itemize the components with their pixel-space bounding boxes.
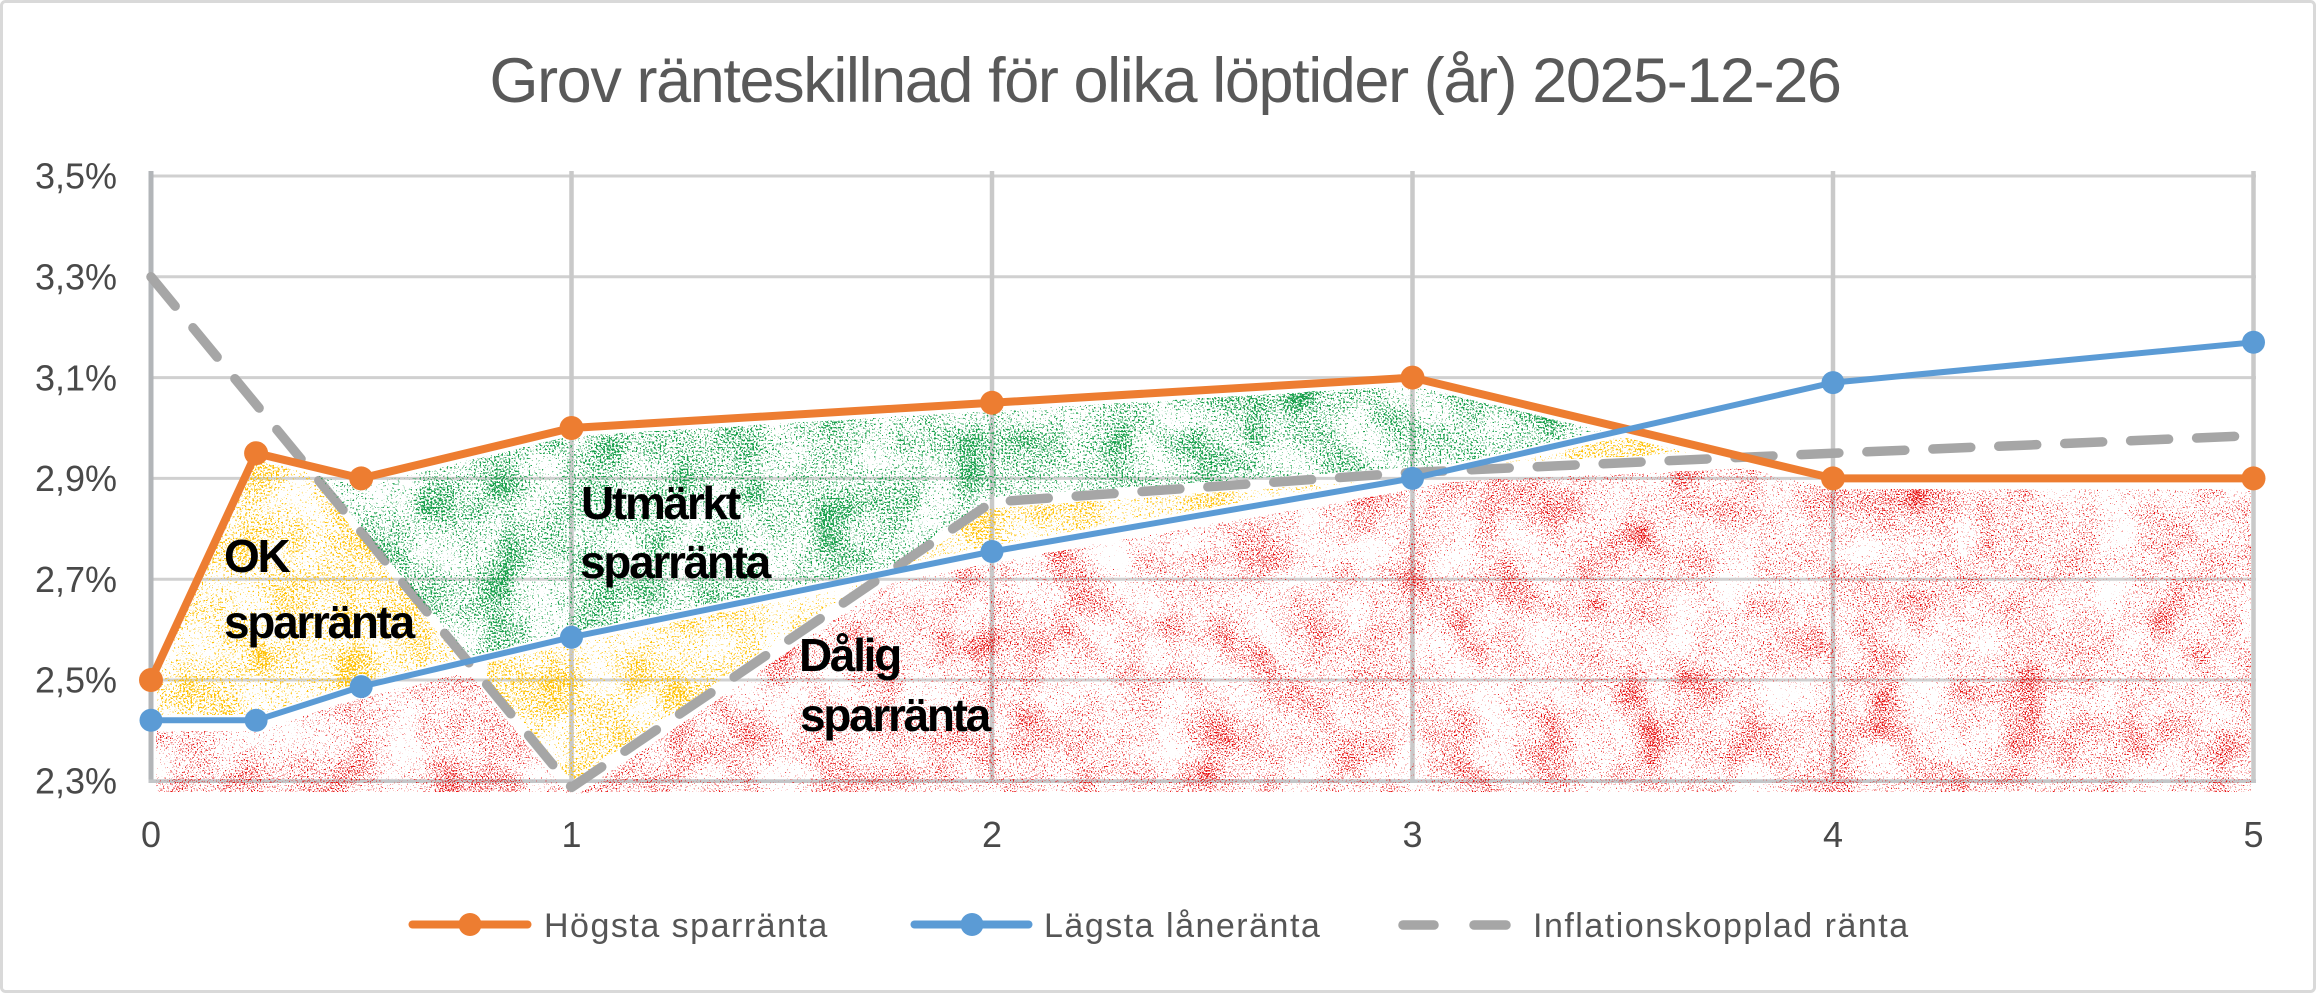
svg-text:OK: OK: [224, 530, 290, 582]
svg-text:sparränta: sparränta: [800, 689, 992, 741]
svg-text:2: 2: [982, 814, 1002, 855]
svg-text:Utmärkt: Utmärkt: [581, 477, 741, 529]
svg-text:sparränta: sparränta: [580, 536, 772, 588]
svg-text:1: 1: [561, 814, 581, 855]
svg-text:4: 4: [1823, 814, 1843, 855]
svg-text:Lägsta låneränta: Lägsta låneränta: [1044, 907, 1321, 945]
svg-text:3,5%: 3,5%: [35, 156, 117, 197]
svg-text:3,1%: 3,1%: [35, 357, 117, 398]
svg-text:2,5%: 2,5%: [35, 660, 117, 701]
svg-text:Inflationskopplad ränta: Inflationskopplad ränta: [1533, 907, 1910, 945]
svg-text:Grov ränteskillnad för olika l: Grov ränteskillnad för olika löptider (å…: [490, 46, 1841, 116]
svg-text:3,3%: 3,3%: [35, 257, 117, 298]
svg-text:3: 3: [1402, 814, 1422, 855]
svg-text:sparränta: sparränta: [224, 596, 416, 648]
svg-text:Dålig: Dålig: [799, 629, 900, 681]
svg-text:0: 0: [141, 814, 161, 855]
svg-text:2,7%: 2,7%: [35, 559, 117, 600]
svg-text:5: 5: [2243, 814, 2263, 855]
svg-text:2,9%: 2,9%: [35, 458, 117, 499]
svg-text:2,3%: 2,3%: [35, 761, 117, 802]
svg-text:Högsta sparränta: Högsta sparränta: [544, 907, 829, 945]
